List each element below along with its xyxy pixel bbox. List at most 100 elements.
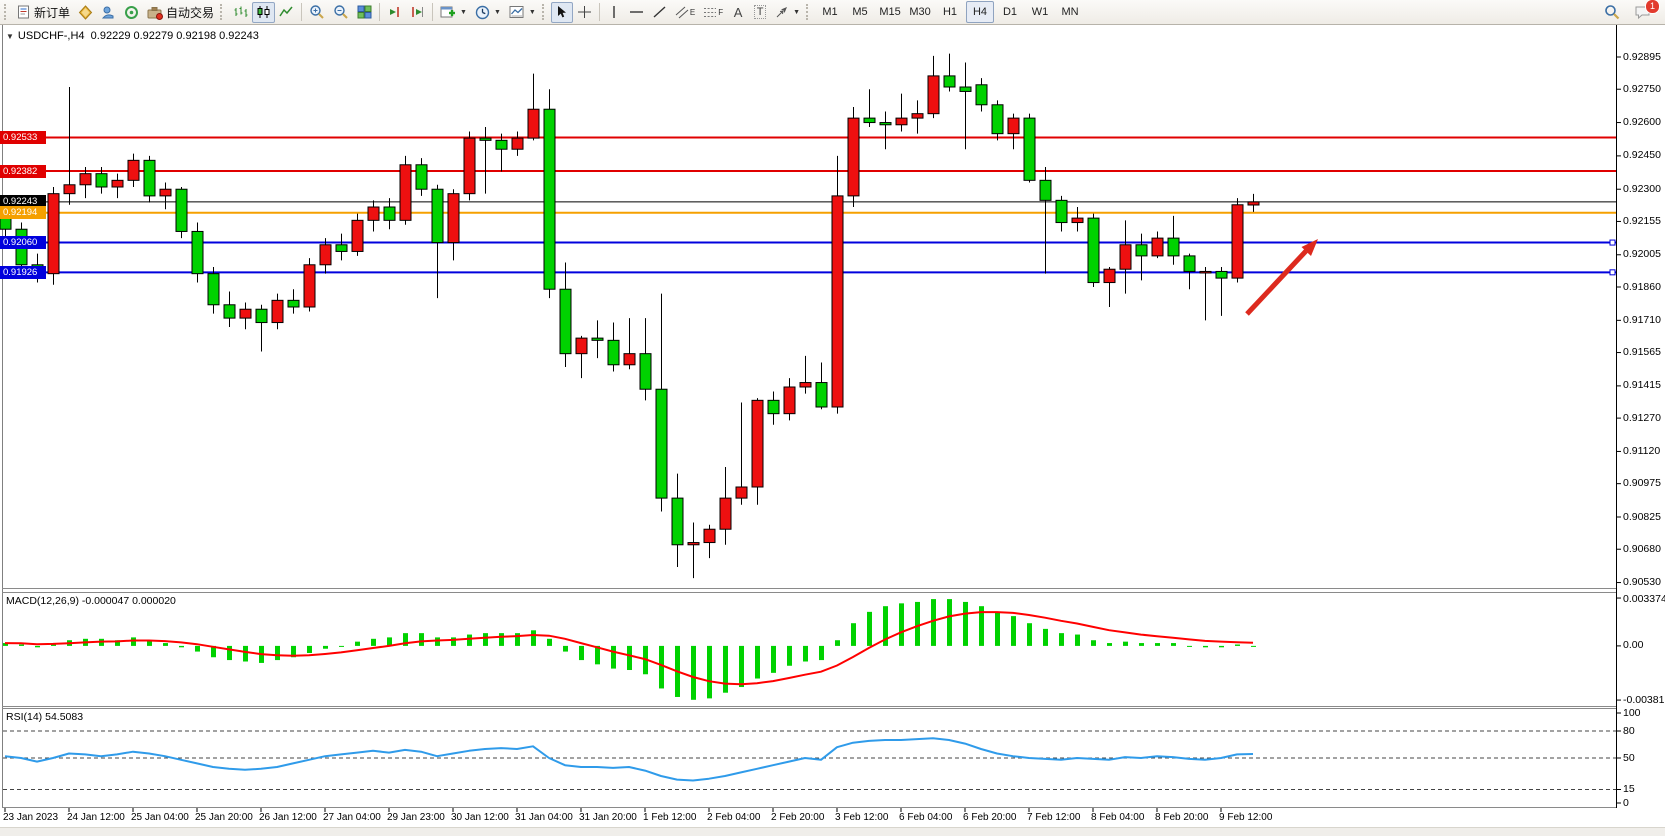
- arrow-shapes-icon: [776, 7, 788, 18]
- macd-histogram-bar: [531, 630, 536, 646]
- auto-scroll-button[interactable]: [383, 2, 406, 23]
- macd-histogram-bar: [803, 645, 808, 662]
- auto-trading-button[interactable]: 自动交易: [143, 2, 218, 23]
- support-line-2-handle[interactable]: [5, 269, 12, 276]
- bar-chart-button[interactable]: [229, 2, 252, 23]
- chevron-down-icon: ▼: [460, 8, 467, 16]
- bear-candle: [335, 244, 348, 252]
- periods-dropdown[interactable]: ▼: [471, 2, 505, 23]
- support-line-1-handle[interactable]: [5, 239, 12, 246]
- line-chart-button[interactable]: [275, 2, 298, 23]
- window-menu-icon[interactable]: ▼: [6, 32, 14, 41]
- bear-candle: [95, 173, 108, 188]
- bear-candle: [1023, 117, 1036, 181]
- timeframe-button-M5[interactable]: M5: [852, 6, 868, 18]
- new-chart-dropdown[interactable]: ▼: [436, 2, 471, 23]
- macd-histogram-bar: [1251, 645, 1256, 647]
- bear-candle: [815, 382, 828, 408]
- timeframe-toolbar: M1 M5 M15 M30 H1 H4 D1 W1 MN: [815, 1, 1085, 23]
- macd-panel-title: MACD(12,26,9) -0.000047 0.000020: [6, 595, 176, 607]
- macd-histogram-bar: [963, 601, 968, 646]
- macd-label: MACD(12,26,9): [6, 595, 79, 607]
- zoom-out-button[interactable]: [329, 2, 353, 23]
- cursor-tool-button[interactable]: [550, 1, 573, 23]
- text-label-tool[interactable]: T: [749, 2, 771, 23]
- macd-histogram-bar: [931, 599, 936, 646]
- timeframe-button-MN[interactable]: MN: [1061, 6, 1079, 18]
- templates-dropdown[interactable]: ▼: [505, 2, 540, 23]
- macd-histogram-bar: [275, 645, 280, 661]
- template-icon: [509, 6, 524, 18]
- fibonacci-icon: [704, 7, 717, 17]
- bear-candle: [207, 273, 220, 306]
- chart-shift-button[interactable]: [406, 2, 429, 23]
- macd-histogram-bar: [1027, 623, 1032, 646]
- bull-candle: [1151, 237, 1164, 257]
- tile-windows-button[interactable]: [353, 2, 376, 23]
- crosshair-tool-button[interactable]: [573, 2, 596, 23]
- text-tool[interactable]: A: [727, 2, 749, 23]
- toolbar-grip[interactable]: [4, 4, 11, 20]
- rsi-label: RSI(14): [6, 711, 43, 723]
- bear-candle: [191, 230, 204, 275]
- macd-histogram-bar: [227, 645, 232, 661]
- macd-values-label: -0.000047 0.000020: [81, 595, 176, 607]
- macd-histogram-bar: [1107, 643, 1112, 646]
- macd-histogram-bar: [851, 623, 856, 646]
- timeframe-button-W1[interactable]: W1: [1031, 6, 1049, 18]
- macd-histogram-bar: [899, 603, 904, 646]
- timeframe-button-M1[interactable]: M1: [822, 6, 838, 18]
- support-line-1-handle[interactable]: [1609, 239, 1616, 246]
- bear-candle: [767, 399, 780, 415]
- macd-histogram-bar: [1043, 628, 1048, 646]
- timeframe-button-D1[interactable]: D1: [1002, 6, 1018, 18]
- channel-tool[interactable]: E: [671, 2, 699, 23]
- zoom-in-button[interactable]: [305, 2, 329, 23]
- search-icon: [1605, 5, 1620, 20]
- bull-candle: [367, 206, 380, 221]
- bull-candle: [895, 117, 908, 126]
- toolbar-grip[interactable]: [220, 4, 227, 20]
- arrows-dropdown[interactable]: ▼: [771, 2, 804, 23]
- trendline-icon: [653, 6, 666, 18]
- trendline-tool[interactable]: [648, 2, 671, 23]
- toolbar-grip[interactable]: [541, 4, 549, 20]
- clock-icon: [475, 5, 490, 19]
- timeframe-button-H1[interactable]: H1: [942, 6, 958, 18]
- bear-candle: [383, 206, 396, 221]
- mql-market-button[interactable]: [74, 2, 97, 23]
- rsi-line: [4, 737, 1254, 782]
- bear-candle: [15, 228, 28, 266]
- macd-histogram-bar: [915, 601, 920, 646]
- candlestick-chart-button[interactable]: [252, 1, 276, 23]
- search-button[interactable]: [1600, 2, 1624, 23]
- notifications-button[interactable]: 1: [1630, 0, 1660, 23]
- bull-candle: [463, 137, 476, 195]
- toolbar-grip[interactable]: [806, 4, 813, 20]
- timeframe-button-M15[interactable]: M15: [879, 6, 901, 18]
- bull-candle: [1247, 201, 1260, 206]
- bull-candle: [1007, 117, 1020, 135]
- fibonacci-tool[interactable]: F: [699, 2, 727, 23]
- bull-candle: [399, 164, 412, 221]
- timeframe-button-H4[interactable]: H4: [966, 1, 995, 23]
- timeframe-button-M30[interactable]: M30: [909, 6, 931, 18]
- signals-button[interactable]: [97, 2, 120, 23]
- horizontal-line-tool[interactable]: [625, 2, 648, 23]
- macd-histogram-bar: [755, 645, 760, 679]
- macd-histogram-bar: [355, 641, 360, 646]
- vps-icon: [125, 5, 139, 19]
- new-order-button[interactable]: 新订单: [13, 2, 74, 23]
- vps-button[interactable]: [120, 2, 143, 23]
- vertical-line-tool[interactable]: [603, 2, 625, 23]
- support-line-2-handle[interactable]: [1609, 269, 1616, 276]
- bull-candle: [687, 542, 700, 546]
- bull-candle: [303, 264, 316, 308]
- bear-candle: [495, 139, 508, 150]
- new-chart-icon: [440, 6, 456, 18]
- macd-histogram-bar: [819, 645, 824, 661]
- bull-candle: [127, 159, 140, 181]
- bear-candle: [1055, 199, 1068, 224]
